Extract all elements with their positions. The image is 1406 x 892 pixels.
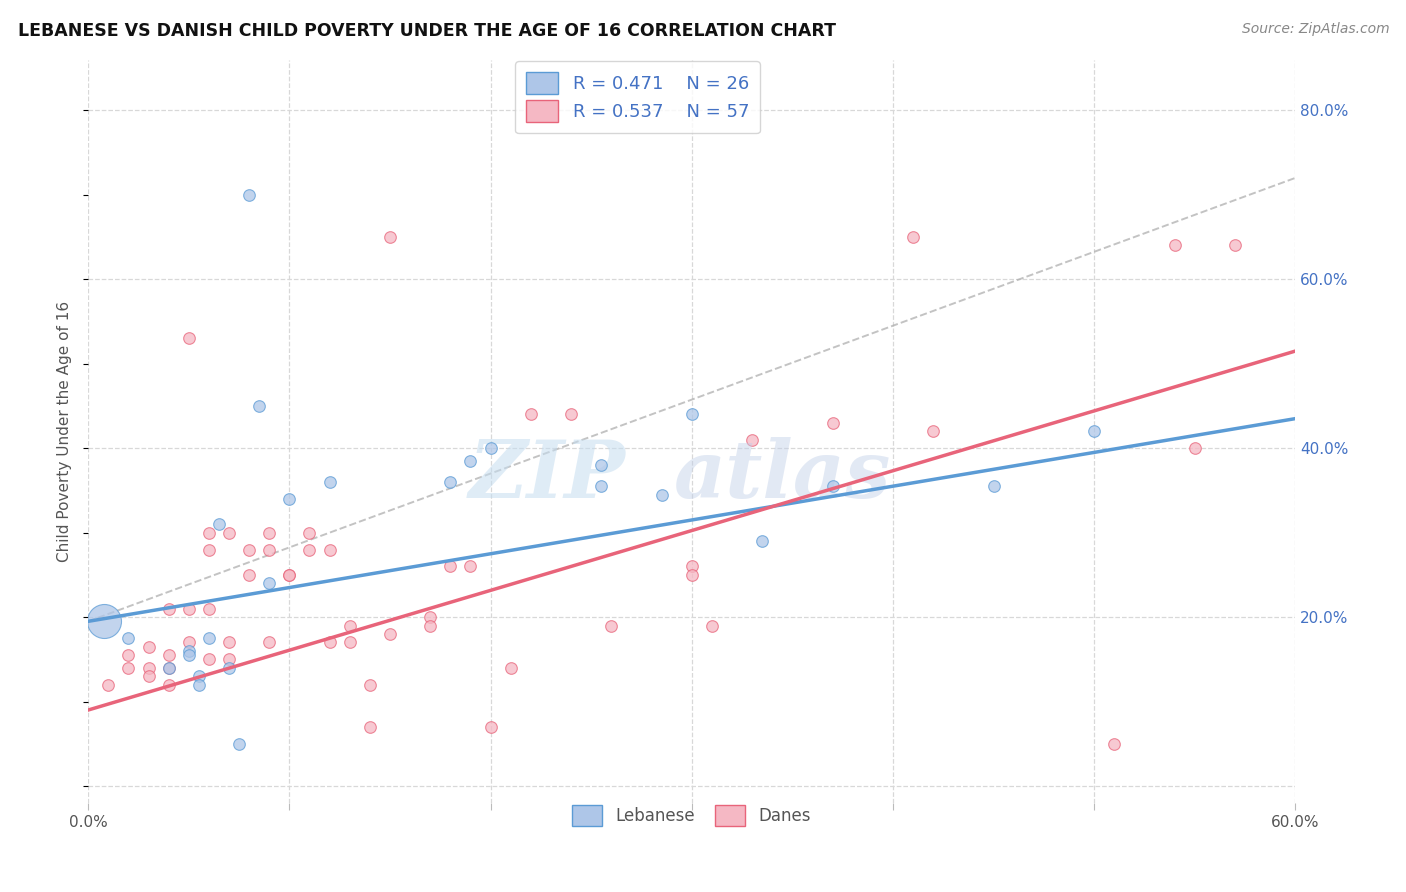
Point xyxy=(198,632,221,646)
Point xyxy=(479,720,502,734)
Point xyxy=(257,635,280,649)
Point xyxy=(298,525,321,540)
Point xyxy=(460,454,482,468)
Point xyxy=(479,441,502,455)
Point xyxy=(298,542,321,557)
Point xyxy=(901,230,924,244)
Point xyxy=(278,567,301,582)
Point xyxy=(157,661,180,675)
Point xyxy=(247,399,270,413)
Point xyxy=(439,559,461,574)
Point xyxy=(177,635,200,649)
Point xyxy=(651,488,673,502)
Point xyxy=(93,615,115,629)
Text: atlas: atlas xyxy=(673,437,891,515)
Point xyxy=(157,678,180,692)
Point xyxy=(117,661,139,675)
Point xyxy=(257,576,280,591)
Point xyxy=(821,416,844,430)
Point xyxy=(157,661,180,675)
Point xyxy=(157,648,180,662)
Point xyxy=(339,618,361,632)
Point xyxy=(591,479,613,493)
Y-axis label: Child Poverty Under the Age of 16: Child Poverty Under the Age of 16 xyxy=(58,301,72,562)
Point xyxy=(499,661,522,675)
Legend: Lebanese, Danes: Lebanese, Danes xyxy=(562,795,821,836)
Point xyxy=(177,648,200,662)
Point xyxy=(278,491,301,506)
Point xyxy=(177,644,200,658)
Point xyxy=(419,610,441,624)
Point xyxy=(1104,737,1126,751)
Point xyxy=(238,542,260,557)
Point xyxy=(318,635,340,649)
Point xyxy=(1164,238,1187,252)
Point xyxy=(378,627,401,641)
Point xyxy=(198,652,221,666)
Point xyxy=(439,475,461,489)
Point xyxy=(208,517,231,532)
Point xyxy=(97,678,120,692)
Point xyxy=(821,479,844,493)
Point xyxy=(187,678,209,692)
Point xyxy=(1083,424,1105,438)
Point xyxy=(1184,441,1206,455)
Point xyxy=(520,408,543,422)
Point xyxy=(318,475,340,489)
Point xyxy=(228,737,250,751)
Point xyxy=(117,632,139,646)
Point xyxy=(359,720,381,734)
Point xyxy=(378,230,401,244)
Point xyxy=(198,542,221,557)
Point xyxy=(318,542,340,557)
Point xyxy=(278,567,301,582)
Point xyxy=(187,669,209,683)
Point xyxy=(218,635,240,649)
Text: LEBANESE VS DANISH CHILD POVERTY UNDER THE AGE OF 16 CORRELATION CHART: LEBANESE VS DANISH CHILD POVERTY UNDER T… xyxy=(18,22,837,40)
Point xyxy=(138,661,160,675)
Point xyxy=(177,331,200,345)
Point xyxy=(600,618,623,632)
Point xyxy=(700,618,723,632)
Point xyxy=(681,559,703,574)
Point xyxy=(238,567,260,582)
Point xyxy=(751,534,773,549)
Point xyxy=(138,640,160,654)
Point xyxy=(419,618,441,632)
Point xyxy=(983,479,1005,493)
Point xyxy=(238,187,260,202)
Point xyxy=(741,433,763,447)
Point xyxy=(218,661,240,675)
Point xyxy=(591,458,613,472)
Point xyxy=(1223,238,1246,252)
Point xyxy=(138,669,160,683)
Point xyxy=(257,542,280,557)
Text: Source: ZipAtlas.com: Source: ZipAtlas.com xyxy=(1241,22,1389,37)
Point xyxy=(218,652,240,666)
Point xyxy=(257,525,280,540)
Point xyxy=(460,559,482,574)
Point xyxy=(922,424,945,438)
Text: ZIP: ZIP xyxy=(468,437,626,515)
Point xyxy=(560,408,582,422)
Point xyxy=(339,635,361,649)
Point xyxy=(359,678,381,692)
Point xyxy=(157,601,180,615)
Point xyxy=(198,525,221,540)
Point xyxy=(681,567,703,582)
Point xyxy=(681,408,703,422)
Point xyxy=(177,601,200,615)
Point xyxy=(198,601,221,615)
Point xyxy=(218,525,240,540)
Point xyxy=(117,648,139,662)
